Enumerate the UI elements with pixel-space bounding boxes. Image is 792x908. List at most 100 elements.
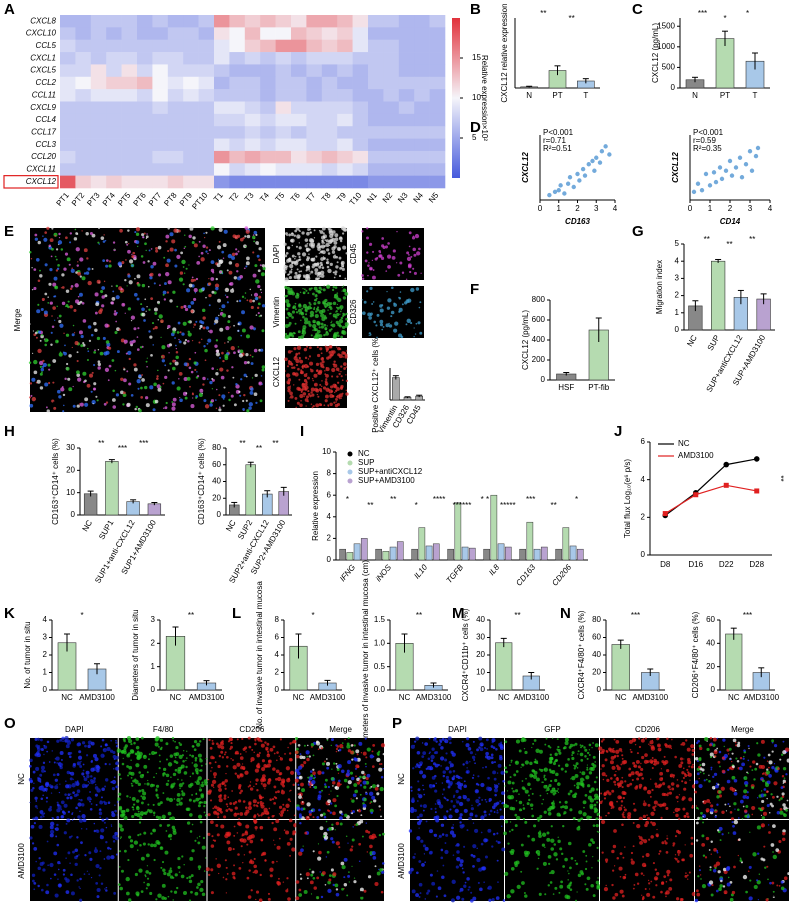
heatmap-cell — [414, 89, 430, 102]
micrograph-signal — [434, 737, 437, 740]
heatmap-cell — [244, 39, 261, 53]
x-tick-label: N — [692, 91, 698, 100]
micrograph-signal — [337, 334, 340, 337]
micrograph-signal — [174, 740, 176, 743]
micrograph-signal — [108, 763, 111, 766]
heatmap-cell — [244, 150, 261, 164]
micrograph-signal — [674, 755, 677, 759]
micrograph-signal — [218, 240, 221, 243]
micrograph-signal — [358, 741, 363, 746]
micrograph-signal — [525, 777, 527, 780]
micrograph-signal — [524, 750, 528, 755]
micrograph-signal — [296, 747, 299, 751]
legend-label: SUP+AMD3100 — [358, 476, 415, 485]
micrograph-signal — [105, 401, 109, 404]
micrograph-signal — [318, 334, 321, 337]
micrograph-signal — [327, 799, 331, 804]
micrograph-signal — [32, 879, 35, 883]
micrograph-signal — [261, 759, 265, 763]
heatmap-cell — [337, 39, 353, 53]
micrograph-signal — [228, 270, 233, 275]
micrograph-signal — [237, 752, 239, 755]
micrograph-signal — [236, 738, 239, 741]
micrograph-signal — [255, 279, 260, 284]
micrograph-signal — [243, 361, 248, 365]
micrograph-signal — [504, 871, 509, 876]
micrograph-signal — [509, 821, 512, 823]
micrograph-signal — [435, 740, 438, 743]
micrograph-signal — [89, 231, 93, 236]
micrograph-signal — [172, 397, 177, 402]
micrograph-signal — [307, 305, 312, 310]
micrograph-signal — [156, 300, 161, 304]
micrograph-signal — [518, 800, 523, 805]
column-label: Merge — [329, 725, 352, 734]
micrograph-signal — [130, 743, 133, 746]
micrograph-signal — [146, 357, 148, 359]
heatmap-cell — [337, 138, 353, 152]
micrograph-signal — [405, 278, 408, 281]
micrograph-signal — [191, 794, 193, 796]
micrograph-signal — [320, 747, 324, 750]
micrograph-signal — [333, 296, 336, 299]
micrograph-signal — [492, 746, 496, 750]
micrograph-signal — [586, 764, 589, 766]
micrograph-signal — [370, 312, 373, 316]
micrograph-signal — [417, 793, 420, 796]
micrograph-signal — [560, 767, 564, 771]
micrograph-signal — [123, 378, 127, 383]
heatmap-cell — [275, 113, 292, 127]
micrograph-signal — [40, 307, 44, 312]
micrograph-signal — [567, 870, 569, 872]
micrograph-signal — [548, 862, 551, 866]
micrograph-signal — [615, 739, 620, 744]
micrograph-signal — [171, 406, 176, 411]
micrograph-signal — [195, 797, 200, 802]
micrograph-signal — [219, 307, 221, 310]
micrograph-signal — [99, 835, 104, 840]
micrograph-signal — [492, 770, 497, 775]
micrograph-signal — [181, 779, 183, 781]
micrograph-signal — [511, 781, 515, 785]
micrograph-signal — [295, 294, 300, 299]
micrograph-signal — [520, 843, 524, 847]
micrograph-signal — [369, 808, 374, 813]
micrograph-signal — [257, 814, 261, 817]
micrograph-signal — [204, 782, 208, 786]
micrograph-signal — [118, 850, 122, 853]
point — [717, 165, 723, 170]
micrograph-signal — [49, 301, 53, 305]
micrograph-signal — [493, 811, 496, 813]
micrograph-signal — [331, 250, 336, 254]
micrograph-signal — [111, 359, 115, 362]
micrograph-signal — [199, 759, 203, 763]
heatmap-cell — [398, 76, 415, 90]
micrograph-signal — [169, 232, 174, 237]
heatmap-cell — [275, 52, 292, 65]
micrograph-signal — [261, 383, 263, 385]
point — [743, 162, 749, 167]
micrograph-signal — [412, 267, 415, 270]
micrograph-signal — [181, 332, 185, 336]
micrograph-signal — [287, 777, 291, 781]
micrograph-signal — [438, 804, 444, 809]
heatmap-cell — [183, 52, 199, 65]
y-axis-label: CXCL12 — [521, 152, 530, 183]
micrograph-signal — [56, 816, 60, 819]
micrograph-signal — [315, 297, 318, 300]
micrograph-signal — [249, 354, 252, 357]
micrograph-signal — [233, 877, 236, 880]
micrograph-signal — [150, 843, 154, 848]
micrograph-signal — [465, 771, 468, 774]
micrograph-signal — [252, 871, 255, 874]
micrograph-signal — [596, 830, 599, 833]
micrograph-signal — [101, 295, 106, 299]
micrograph-signal — [223, 796, 227, 800]
micrograph-signal — [322, 232, 325, 235]
micrograph-signal — [529, 803, 534, 807]
micrograph-signal — [414, 233, 420, 239]
micrograph-signal — [34, 331, 38, 335]
micrograph-signal — [215, 858, 217, 860]
micrograph-signal — [137, 849, 139, 851]
micrograph-signal — [115, 755, 119, 760]
